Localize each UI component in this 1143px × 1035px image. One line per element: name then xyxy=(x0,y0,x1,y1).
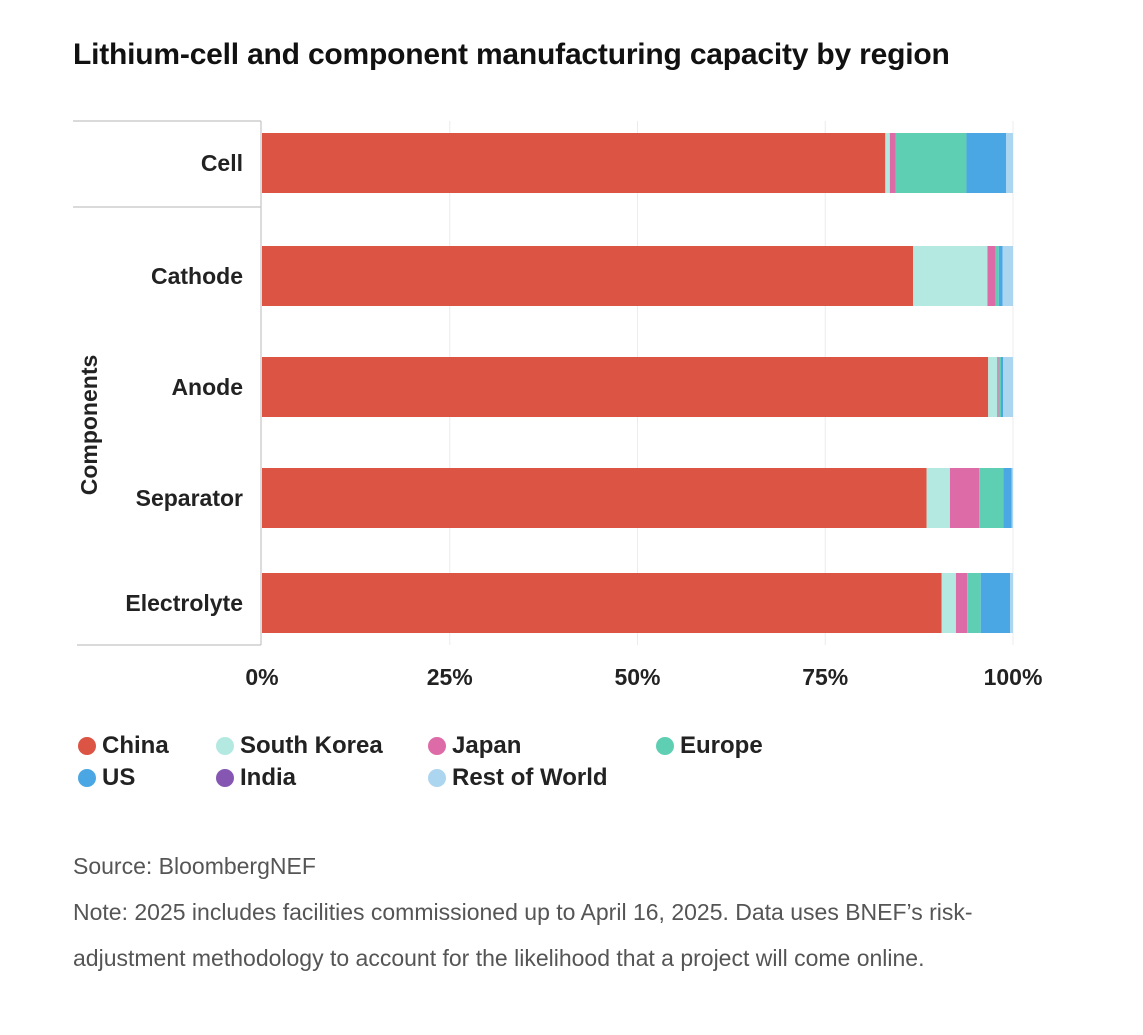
legend-item-europe: Europe xyxy=(656,731,763,761)
bar-cell-china xyxy=(262,133,886,193)
legend-item-us: US xyxy=(78,763,135,793)
category-label-cell: Cell xyxy=(201,150,243,176)
bar-cathode-japan xyxy=(987,246,996,306)
bar-separator-china xyxy=(262,468,927,528)
legend-item-rest-of-world: Rest of World xyxy=(428,763,608,793)
legend-swatch xyxy=(216,737,234,755)
legend-label: Japan xyxy=(452,732,522,759)
bar-electrolyte-rest-of-world xyxy=(1009,573,1013,633)
bar-anode-europe xyxy=(998,357,1001,417)
bar-cell-rest-of-world xyxy=(1006,133,1013,193)
legend-swatch xyxy=(216,769,234,787)
category-label-separator: Separator xyxy=(136,485,243,511)
x-tick-labels: 0% 25% 50% 75% 100% xyxy=(245,664,1042,690)
methodology-note: Note: 2025 includes facilities commissio… xyxy=(73,899,973,971)
bar-separator-europe xyxy=(979,468,1004,528)
bar-cell-south-korea xyxy=(885,133,890,193)
legend-label: China xyxy=(102,732,169,759)
legend-item-japan: Japan xyxy=(428,731,521,761)
bar-cathode-rest-of-world xyxy=(1002,246,1013,306)
chart-title: Lithium-cell and component manufacturing… xyxy=(73,38,950,71)
bar-cathode-south-korea xyxy=(913,246,988,306)
y-axis-title: Components xyxy=(76,355,102,496)
category-labels: Cell Cathode Anode Separator Electrolyte xyxy=(125,150,243,616)
legend-swatch xyxy=(656,737,674,755)
bar-separator-us xyxy=(1003,468,1012,528)
category-label-cathode: Cathode xyxy=(151,263,243,289)
bar-separator-south-korea xyxy=(926,468,950,528)
category-label-anode: Anode xyxy=(171,374,243,400)
legend-item-india: India xyxy=(216,763,296,793)
bar-anode-japan xyxy=(997,357,999,417)
x-tick-label: 50% xyxy=(614,664,660,690)
bar-cathode-europe xyxy=(995,246,999,306)
bar-cell-europe xyxy=(895,133,967,193)
stacked-bar-chart: Cell Cathode Anode Separator Electrolyte 0% 2… xyxy=(73,120,1042,690)
bars xyxy=(262,133,1013,633)
bar-separator-rest-of-world xyxy=(1011,468,1013,528)
legend-label: Europe xyxy=(680,732,763,759)
x-tick-label: 100% xyxy=(984,664,1043,690)
legend-item-south-korea: South Korea xyxy=(216,731,383,761)
bar-electrolyte-europe xyxy=(967,573,981,633)
bar-electrolyte-us xyxy=(980,573,1010,633)
bar-cell-us xyxy=(966,133,1007,193)
bar-separator-japan xyxy=(949,468,980,528)
source-note: Source: BloombergNEF xyxy=(73,853,316,879)
x-tick-label: 25% xyxy=(427,664,473,690)
bar-anode-us xyxy=(1000,357,1004,417)
legend-swatch xyxy=(78,769,96,787)
legend-item-china: China xyxy=(78,731,169,761)
legend-swatch xyxy=(78,737,96,755)
bar-anode-south-korea xyxy=(988,357,998,417)
x-tick-label: 0% xyxy=(245,664,278,690)
bar-cathode-china xyxy=(262,246,914,306)
legend-label: Rest of World xyxy=(452,764,608,791)
legend-label: India xyxy=(240,764,297,791)
bar-cell-japan xyxy=(889,133,896,193)
category-label-electrolyte: Electrolyte xyxy=(125,590,243,616)
bar-cathode-us xyxy=(998,246,1003,306)
legend-swatch xyxy=(428,737,446,755)
legend-label: South Korea xyxy=(240,732,383,759)
chart-notes: Source: BloombergNEF Note: 2025 includes… xyxy=(73,843,1073,981)
bar-electrolyte-china xyxy=(262,573,942,633)
category-frame xyxy=(73,120,262,646)
legend-swatch xyxy=(428,769,446,787)
bar-electrolyte-south-korea xyxy=(941,573,956,633)
bar-anode-rest-of-world xyxy=(1003,357,1013,417)
x-tick-label: 75% xyxy=(802,664,848,690)
bar-anode-china xyxy=(262,357,989,417)
legend-label: US xyxy=(102,764,136,791)
bar-electrolyte-japan xyxy=(955,573,968,633)
